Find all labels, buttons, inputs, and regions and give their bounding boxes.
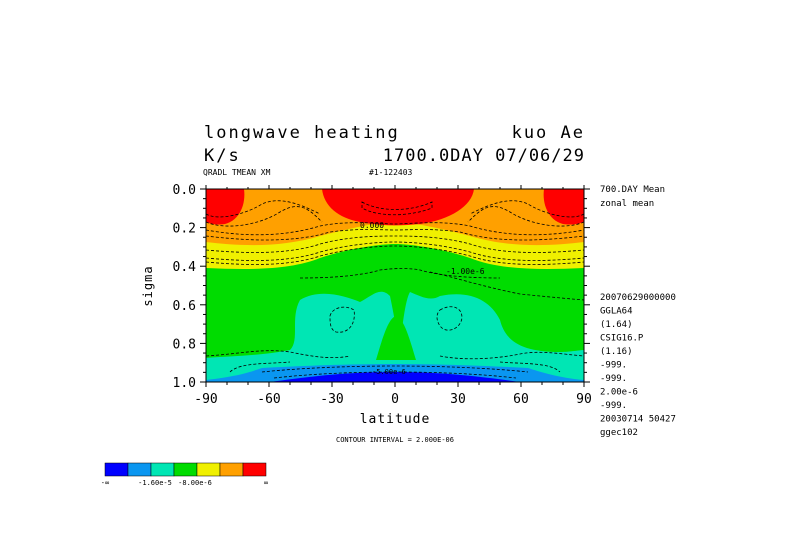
chart-title-left: longwave heating [204, 123, 400, 143]
y-tick-label: 0.4 [173, 260, 197, 275]
colorbar-label: -1.60e-5 [138, 479, 172, 487]
side-info-bottom-line: GGLA64 [600, 307, 633, 317]
y-axis: 0.0 0.2 0.4 0.6 0.8 1.0 [173, 183, 590, 391]
x-axis: -90 -60 -30 0 30 60 90 [194, 185, 592, 407]
colorbar-swatch [196, 462, 221, 477]
x-tick-label: 60 [513, 392, 529, 407]
y-axis-label: sigma [141, 265, 155, 306]
colorbar-labels: -∞ -1.60e-5 -8.00e-6 ∞ [101, 479, 268, 487]
contour-label-1: -1.00e-6 [446, 267, 485, 276]
x-tick-label: 30 [450, 392, 466, 407]
y-tick-label: 0.6 [173, 299, 196, 314]
contour-interval-text: CONTOUR INTERVAL = 2.000E-06 [336, 436, 454, 444]
side-info-top: 700.DAY Mean zonal mean [600, 185, 665, 209]
chart-subtitle-left: QRADL TMEAN XM [203, 168, 271, 177]
x-tick-label: -90 [194, 392, 217, 407]
y-tick-label: 1.0 [173, 376, 196, 391]
colorbar-swatch [219, 462, 244, 477]
side-info-bottom-line: ggec102 [600, 428, 638, 438]
colorbar-swatch [104, 462, 129, 477]
side-info-bottom-line: -999. [600, 374, 627, 384]
chart-subtitle-right: #1-122403 [369, 168, 413, 177]
x-tick-label: 90 [576, 392, 592, 407]
side-info-bottom-line: 20070629000000 [600, 293, 676, 303]
side-info-top-line: 700.DAY Mean [600, 185, 665, 195]
chart-time: 1700.0DAY 07/06/29 [383, 146, 585, 166]
side-info-bottom-line: 20030714 50427 [600, 415, 676, 425]
colorbar-swatch [150, 462, 175, 477]
x-tick-label: -60 [257, 392, 280, 407]
colorbar-swatch [242, 462, 267, 477]
colorbar-label: -8.00e-6 [178, 479, 212, 487]
side-info-bottom-line: -999. [600, 361, 627, 371]
x-tick-label: -30 [320, 392, 343, 407]
colorbar-swatch [173, 462, 198, 477]
contour-fill: 0.000 -1.00e-6 -5.00e-6 [206, 189, 584, 382]
contour-lines [206, 200, 584, 379]
y-tick-label: 0.2 [173, 222, 196, 237]
x-tick-label: 0 [391, 392, 399, 407]
chart-units: K/s [204, 146, 241, 166]
side-info-top-line: zonal mean [600, 199, 654, 209]
side-info-bottom-line: (1.64) [600, 320, 633, 330]
x-axis-label: latitude [360, 412, 431, 427]
y-tick-label: 0.8 [173, 337, 196, 352]
chart-title-right: kuo Ae [512, 123, 585, 143]
band-red-right [543, 189, 584, 225]
side-info-bottom-line: (1.16) [600, 347, 633, 357]
band-green-pocket [376, 316, 416, 360]
contour-label-2: -5.00e-6 [372, 368, 406, 376]
band-red-left [206, 189, 245, 225]
colorbar-label: ∞ [264, 479, 268, 487]
band-darkblue [270, 372, 520, 382]
colorbar [104, 462, 267, 477]
side-info-bottom-line: CSIG16.P [600, 334, 644, 344]
band-red-center [322, 189, 474, 226]
side-info-bottom: 20070629000000 GGLA64 (1.64) CSIG16.P (1.16)… [600, 293, 676, 438]
contour-label-0: 0.000 [360, 221, 384, 230]
colorbar-swatch [127, 462, 152, 477]
side-info-bottom-line: 2.00e-6 [600, 388, 638, 398]
side-info-bottom-line: -999. [600, 401, 627, 411]
y-tick-label: 0.0 [173, 183, 196, 198]
colorbar-label: -∞ [101, 479, 109, 487]
